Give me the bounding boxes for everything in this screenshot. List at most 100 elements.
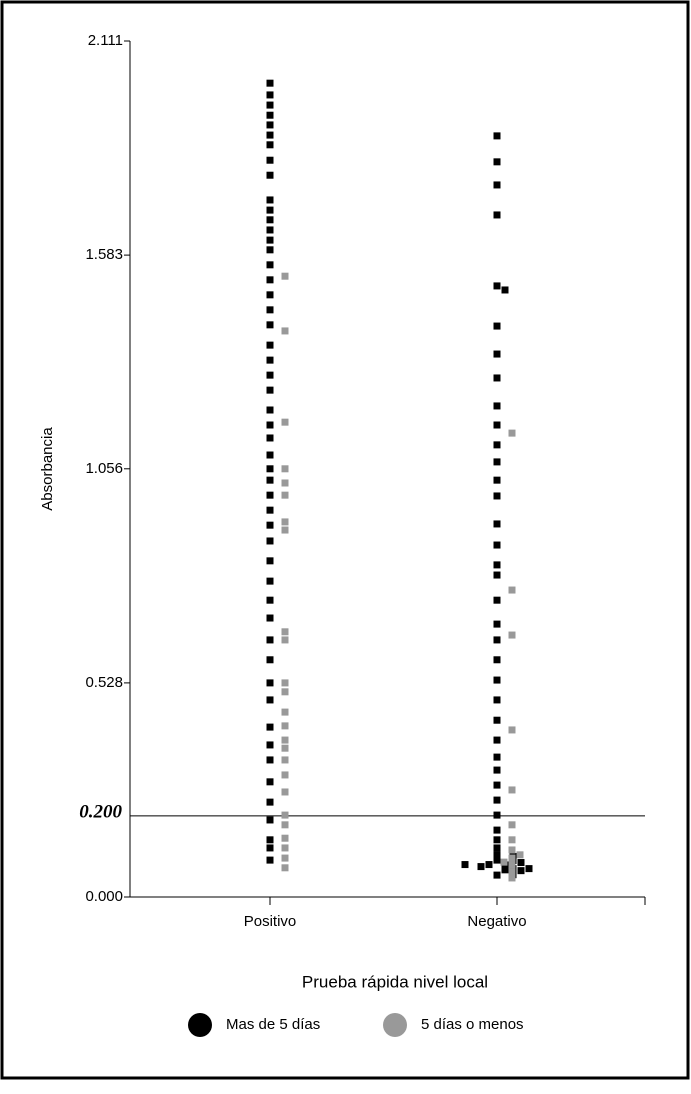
data-point xyxy=(281,272,289,280)
data-point xyxy=(508,429,516,437)
data-point xyxy=(266,696,274,704)
data-point xyxy=(266,291,274,299)
data-point xyxy=(266,656,274,664)
data-point xyxy=(281,844,289,852)
data-point xyxy=(266,476,274,484)
data-point xyxy=(493,844,501,852)
data-point xyxy=(493,561,501,569)
data-point xyxy=(266,798,274,806)
data-point xyxy=(266,356,274,364)
data-point xyxy=(517,867,525,875)
data-point xyxy=(266,723,274,731)
data-point xyxy=(266,79,274,87)
data-point xyxy=(493,374,501,382)
data-point xyxy=(266,226,274,234)
data-point xyxy=(266,521,274,529)
data-point xyxy=(266,156,274,164)
data-point xyxy=(266,321,274,329)
data-point xyxy=(281,708,289,716)
data-point xyxy=(266,276,274,284)
data-point xyxy=(281,811,289,819)
data-point xyxy=(266,557,274,565)
data-point xyxy=(485,861,493,869)
data-point xyxy=(266,506,274,514)
data-point xyxy=(493,736,501,744)
data-point xyxy=(493,476,501,484)
data-point xyxy=(493,158,501,166)
data-point xyxy=(493,322,501,330)
data-point xyxy=(266,111,274,119)
data-point xyxy=(281,744,289,752)
data-point xyxy=(281,864,289,872)
data-point xyxy=(266,636,274,644)
y-tick-label: 1.583 xyxy=(85,246,123,263)
data-point xyxy=(493,520,501,528)
data-point xyxy=(266,778,274,786)
data-point xyxy=(493,181,501,189)
data-point xyxy=(508,861,516,869)
data-point xyxy=(493,458,501,466)
data-point xyxy=(493,716,501,724)
data-point xyxy=(508,726,516,734)
data-point xyxy=(266,141,274,149)
data-point xyxy=(266,614,274,622)
data-point xyxy=(493,856,501,864)
data-point xyxy=(508,631,516,639)
data-point xyxy=(281,688,289,696)
data-point xyxy=(517,859,525,867)
data-point xyxy=(501,866,509,874)
data-point xyxy=(493,596,501,604)
data-point xyxy=(266,816,274,824)
data-point xyxy=(266,844,274,852)
legend-swatch xyxy=(383,1013,407,1037)
data-point xyxy=(266,121,274,129)
data-point xyxy=(493,796,501,804)
data-point xyxy=(281,756,289,764)
data-point xyxy=(493,620,501,628)
data-point xyxy=(281,636,289,644)
data-point xyxy=(266,341,274,349)
data-point xyxy=(266,236,274,244)
data-point xyxy=(266,246,274,254)
data-point xyxy=(493,441,501,449)
data-point xyxy=(281,788,289,796)
data-point xyxy=(266,465,274,473)
legend-swatch xyxy=(188,1013,212,1037)
y-axis-label: Absorbancia xyxy=(39,427,56,511)
data-point xyxy=(266,577,274,585)
data-point xyxy=(493,211,501,219)
data-point xyxy=(266,836,274,844)
data-point xyxy=(266,679,274,687)
data-point xyxy=(266,741,274,749)
data-point xyxy=(500,858,508,866)
data-point xyxy=(493,766,501,774)
data-point xyxy=(266,206,274,214)
data-point xyxy=(493,656,501,664)
y-tick-label: 0.000 xyxy=(85,888,123,905)
data-point xyxy=(493,571,501,579)
data-point xyxy=(493,421,501,429)
threshold-label: 0.200 xyxy=(79,801,122,822)
data-point xyxy=(266,856,274,864)
data-point xyxy=(281,821,289,829)
data-point xyxy=(493,492,501,500)
data-point xyxy=(493,541,501,549)
legend-label: 5 días o menos xyxy=(421,1016,524,1033)
data-point xyxy=(266,196,274,204)
data-point xyxy=(508,821,516,829)
data-point xyxy=(508,786,516,794)
data-point xyxy=(508,868,516,876)
data-point xyxy=(281,722,289,730)
data-point xyxy=(281,679,289,687)
data-point xyxy=(266,91,274,99)
data-point xyxy=(281,628,289,636)
data-point xyxy=(266,491,274,499)
data-point xyxy=(493,826,501,834)
data-point xyxy=(508,586,516,594)
data-point xyxy=(281,854,289,862)
data-point xyxy=(281,327,289,335)
data-point xyxy=(266,421,274,429)
data-point xyxy=(493,781,501,789)
